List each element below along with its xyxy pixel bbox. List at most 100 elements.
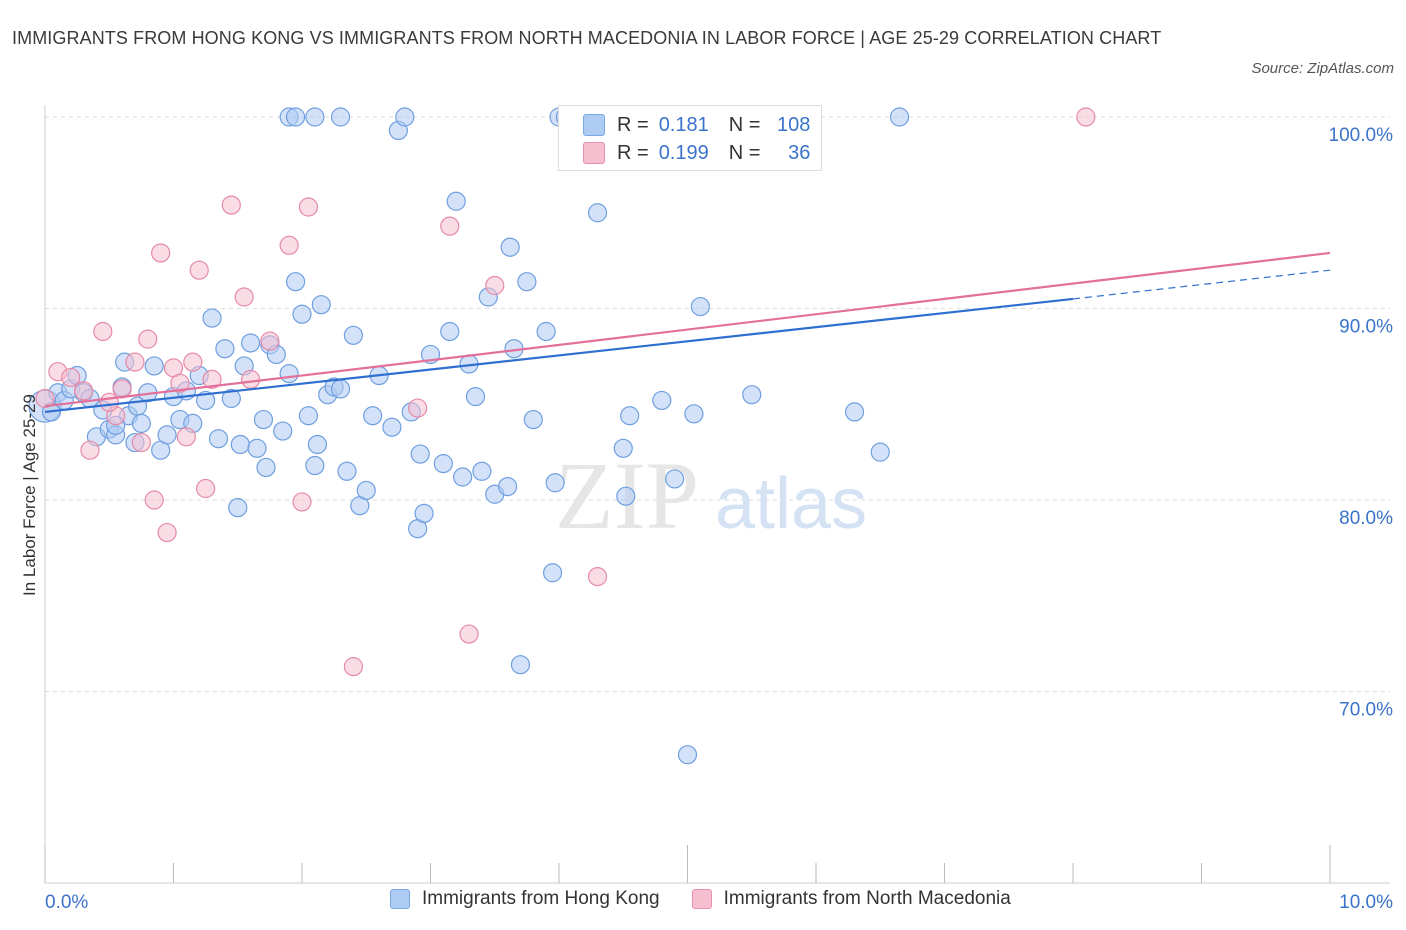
data-point bbox=[433, 454, 453, 474]
r-label: R = bbox=[617, 141, 649, 164]
y-tick-label: 100.0% bbox=[1329, 125, 1394, 146]
data-point bbox=[510, 655, 531, 675]
trend-line-extension bbox=[1072, 269, 1331, 300]
data-point bbox=[363, 406, 383, 426]
data-point bbox=[138, 329, 158, 349]
data-point bbox=[330, 379, 351, 399]
data-point bbox=[356, 480, 376, 501]
data-point bbox=[99, 392, 119, 412]
trend-lines bbox=[44, 251, 1331, 414]
data-point bbox=[677, 745, 698, 765]
r-value: 0.181 bbox=[658, 113, 709, 136]
data-point bbox=[285, 107, 306, 127]
data-point bbox=[665, 469, 685, 489]
data-point bbox=[157, 425, 177, 445]
trend-line bbox=[44, 297, 1074, 414]
data-point bbox=[545, 473, 565, 493]
data-point bbox=[305, 455, 325, 476]
chart-title: IMMIGRANTS FROM HONG KONG VS IMMIGRANTS … bbox=[12, 28, 1162, 48]
series-hong-kong-points bbox=[28, 107, 910, 765]
data-point bbox=[260, 331, 280, 351]
data-point bbox=[690, 296, 710, 317]
x-tick-label: 0.0% bbox=[45, 892, 88, 913]
data-point bbox=[472, 461, 492, 481]
data-point bbox=[382, 417, 402, 437]
data-point bbox=[742, 385, 762, 405]
data-point bbox=[587, 566, 608, 587]
r-label: R = bbox=[617, 113, 649, 136]
data-point bbox=[208, 429, 229, 449]
data-point bbox=[870, 442, 890, 462]
data-point bbox=[523, 409, 543, 430]
watermark: ZIP atlas bbox=[555, 442, 867, 549]
n-value: 36 bbox=[788, 141, 811, 164]
data-point bbox=[298, 406, 319, 426]
data-point bbox=[93, 321, 113, 342]
data-point bbox=[485, 275, 505, 296]
n-label: N = bbox=[728, 113, 761, 136]
data-point bbox=[202, 369, 222, 389]
legend-swatch-north-macedonia bbox=[691, 889, 712, 909]
data-point bbox=[35, 388, 55, 409]
data-point bbox=[1076, 107, 1096, 127]
data-point bbox=[176, 427, 196, 447]
legend: Immigrants from Hong Kong Immigrants fro… bbox=[390, 888, 1043, 910]
tick-labels: 70.0% 80.0% 90.0% 100.0% 0.0% 10.0% bbox=[45, 125, 1393, 913]
data-point bbox=[215, 339, 235, 359]
data-point bbox=[536, 321, 556, 342]
legend-item-north-macedonia[interactable]: Immigrants from North Macedonia bbox=[691, 888, 1011, 910]
data-point bbox=[684, 404, 704, 424]
data-point bbox=[889, 107, 910, 127]
data-point bbox=[587, 203, 608, 223]
data-point bbox=[620, 406, 640, 426]
data-point bbox=[285, 272, 306, 292]
data-point bbox=[256, 457, 276, 478]
grid-lines bbox=[45, 116, 1390, 692]
data-point bbox=[517, 272, 537, 292]
stats-box: R = 0.181 N = 108 R = 0.199 N = 36 bbox=[558, 105, 822, 171]
data-point bbox=[465, 386, 486, 407]
data-point bbox=[228, 498, 248, 518]
n-label: N = bbox=[728, 141, 761, 164]
data-point bbox=[279, 235, 299, 255]
data-point bbox=[613, 438, 633, 458]
legend-item-hong-kong[interactable]: Immigrants from Hong Kong bbox=[390, 888, 660, 910]
data-point bbox=[196, 478, 216, 499]
y-axis-label: In Labor Force | Age 25-29 bbox=[20, 394, 39, 596]
legend-swatch-hong-kong bbox=[390, 889, 410, 909]
legend-label-hong-kong: Immigrants from Hong Kong bbox=[422, 888, 660, 909]
data-point bbox=[343, 325, 363, 345]
y-tick-label: 70.0% bbox=[1339, 700, 1393, 721]
data-point bbox=[234, 287, 254, 307]
data-point bbox=[311, 295, 331, 315]
data-point bbox=[80, 440, 100, 460]
data-point bbox=[440, 216, 460, 236]
data-point bbox=[500, 237, 520, 257]
data-point bbox=[144, 356, 164, 376]
data-point bbox=[616, 486, 636, 506]
r-value: 0.199 bbox=[658, 141, 709, 164]
data-point bbox=[279, 364, 299, 384]
data-point bbox=[183, 352, 203, 372]
data-point bbox=[410, 444, 430, 464]
data-point bbox=[189, 260, 209, 280]
data-point bbox=[459, 624, 479, 644]
data-point bbox=[170, 373, 190, 393]
data-point bbox=[196, 390, 216, 411]
data-point bbox=[337, 461, 357, 481]
data-point bbox=[395, 107, 415, 127]
stats-row-hong-kong: R = 0.181 N = 108 bbox=[583, 111, 810, 139]
data-point bbox=[221, 195, 241, 215]
data-point bbox=[61, 367, 81, 388]
trend-line bbox=[44, 251, 1331, 408]
data-point bbox=[151, 243, 171, 263]
axes bbox=[44, 105, 1390, 884]
data-point bbox=[330, 107, 351, 127]
watermark-atlas: atlas bbox=[715, 464, 867, 544]
data-point bbox=[144, 490, 164, 510]
data-point bbox=[542, 563, 563, 583]
data-point bbox=[125, 352, 145, 372]
data-point bbox=[453, 467, 473, 487]
source-label: Source: ZipAtlas.com bbox=[1251, 60, 1394, 77]
data-point bbox=[221, 388, 241, 409]
